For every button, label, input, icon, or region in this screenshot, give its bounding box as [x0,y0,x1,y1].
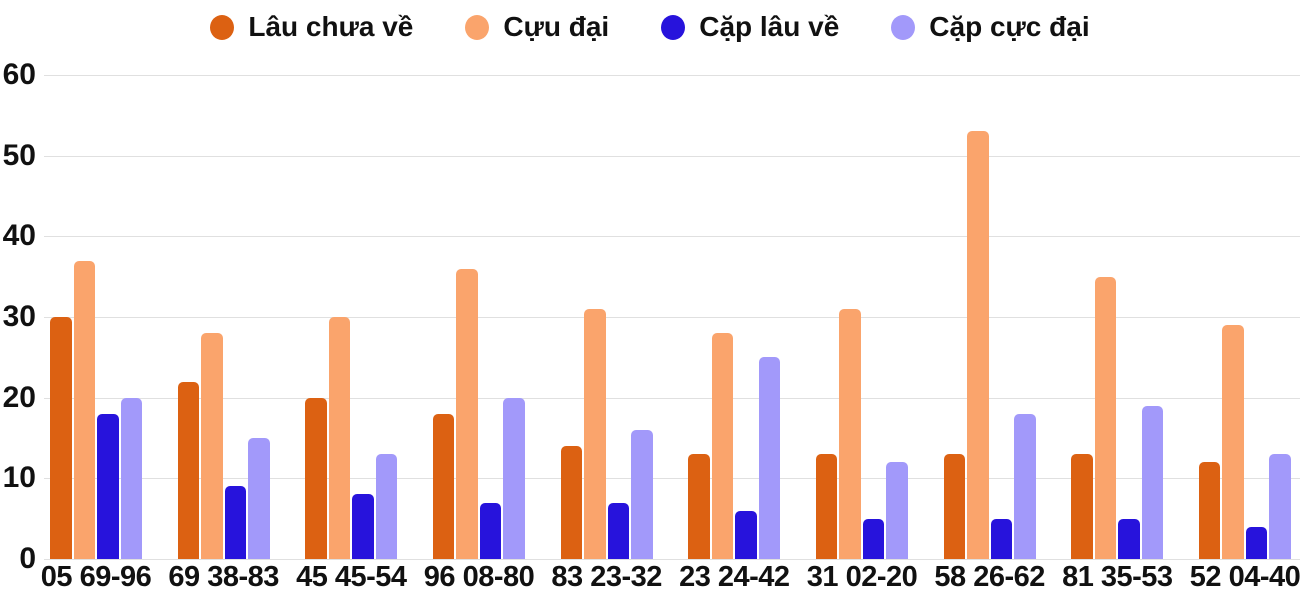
legend-item-1[interactable]: Cựu đại [465,11,609,43]
x-axis-category-label: 81 35-53 [1062,561,1173,593]
bar-s1-g2[interactable] [328,317,351,559]
bar-group-5 [688,75,781,559]
x-axis-category-label: 69 38-83 [168,561,279,593]
legend-marker-icon [891,14,916,40]
gridline-10 [44,478,1300,480]
x-axis-category-label: 45 45-54 [296,561,407,593]
x-axis-category-label: 52 04-40 [1189,561,1300,593]
bar-s3-g0[interactable] [120,397,142,559]
x-axis-category-label: 31 02-20 [806,561,918,593]
bar-s1-g1[interactable] [201,333,223,559]
bar-s1-g3[interactable] [456,268,478,559]
bar-s2-g9[interactable] [1245,526,1268,559]
gridline-40 [44,236,1300,238]
bar-s3-g4[interactable] [631,429,653,559]
bar-s3-g9[interactable] [1269,454,1291,559]
bar-s0-g8[interactable] [1071,454,1093,559]
bar-s3-g6[interactable] [886,462,908,559]
gridline-0 [44,559,1300,560]
gridline-50 [44,155,1300,157]
bar-group-6 [815,75,908,559]
legend-label: Cựu đại [503,11,610,42]
legend-marker-icon [210,14,235,40]
bar-s1-g7[interactable] [967,131,989,559]
y-axis-tick-label: 30 [2,300,36,333]
bar-s2-g7[interactable] [990,518,1013,559]
legend-marker-icon [465,14,490,40]
bar-s0-g5[interactable] [688,454,710,559]
bar-s3-g5[interactable] [758,357,781,559]
y-axis-tick-label: 10 [2,461,36,495]
legend-label: Lâu chưa về [248,11,414,42]
y-axis-tick-label: 20 [2,380,36,414]
gridline-30 [44,317,1300,318]
bar-group-7 [943,75,1036,559]
bar-s1-g8[interactable] [1094,276,1117,559]
legend-marker-icon [661,14,686,40]
y-axis-tick-label: 50 [2,138,36,172]
bar-s1-g4[interactable] [584,308,606,559]
legend: Lâu chưa về Cựu đại Cặp lâu về Cặp cực đại [0,6,1300,48]
bar-s3-g3[interactable] [503,397,525,559]
gridline-20 [44,397,1300,399]
legend-label: Cặp cực đại [929,11,1090,42]
x-axis-category-label: 96 08-80 [423,561,535,593]
bars-area [50,75,1291,559]
bar-s2-g5[interactable] [735,510,757,559]
bar-s3-g7[interactable] [1014,413,1036,559]
legend-item-2[interactable]: Cặp lâu về [661,11,839,43]
bar-s3-g8[interactable] [1141,405,1164,559]
x-axis-category-label: 58 26-62 [934,561,1045,593]
bar-s0-g7[interactable] [943,454,966,559]
legend-label: Cặp lâu về [699,11,840,42]
legend-item-3[interactable]: Cặp cực đại [891,11,1090,43]
bar-s0-g9[interactable] [1198,462,1221,559]
bar-s1-g0[interactable] [73,260,95,559]
bar-s0-g1[interactable] [177,381,200,559]
bar-s2-g8[interactable] [1118,518,1140,559]
bar-s2-g1[interactable] [224,486,247,559]
bar-s0-g4[interactable] [560,446,583,559]
bar-s0-g3[interactable] [432,413,455,559]
gridline-60 [44,75,1300,76]
bar-s2-g2[interactable] [352,494,374,559]
x-axis-category-label: 05 69-96 [40,561,152,593]
bar-s2-g4[interactable] [607,502,630,559]
y-axis-tick-label: 60 [2,58,36,91]
bar-s1-g6[interactable] [839,308,861,559]
bar-s0-g6[interactable] [815,454,838,559]
bar-group-1 [177,75,270,559]
bar-group-8 [1071,75,1164,559]
bar-group-0 [50,75,142,559]
y-axis-tick-label: 0 [19,542,36,575]
x-axis-category-label: 23 24-42 [679,561,790,593]
bar-group-9 [1198,75,1291,559]
bar-group-4 [560,75,653,559]
y-axis-tick-label: 40 [2,219,36,253]
legend-item-0[interactable]: Lâu chưa về [210,11,413,43]
bar-s3-g1[interactable] [248,438,270,559]
bar-s2-g3[interactable] [479,502,502,559]
bar-s2-g6[interactable] [862,518,885,559]
bar-s1-g9[interactable] [1222,325,1244,559]
bar-s0-g2[interactable] [305,397,327,559]
bar-s1-g5[interactable] [711,333,734,559]
x-axis-category-label: 83 23-32 [551,561,662,593]
bar-s0-g0[interactable] [50,317,72,559]
bar-s2-g0[interactable] [97,413,119,559]
bar-group-3 [432,75,525,559]
bar-group-2 [305,75,398,559]
bar-s3-g2[interactable] [375,454,398,559]
